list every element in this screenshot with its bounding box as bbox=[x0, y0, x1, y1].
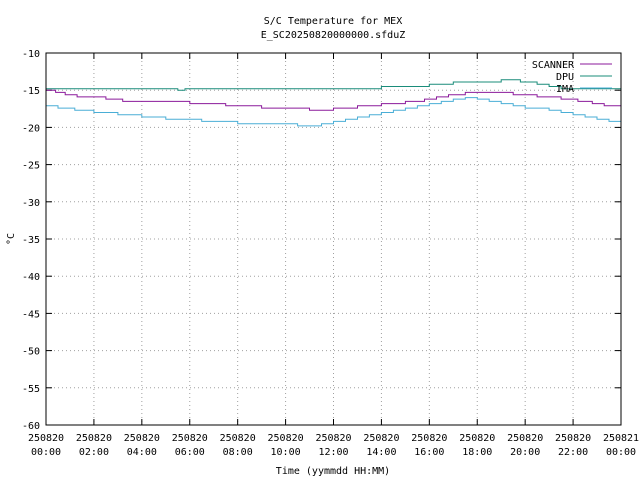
x-tick-label-date: 250820 bbox=[172, 433, 208, 444]
x-tick-label-date: 250820 bbox=[268, 433, 304, 444]
x-tick-label-time: 10:00 bbox=[271, 447, 301, 458]
series-lines bbox=[46, 79, 621, 127]
y-tick-label: -25 bbox=[22, 161, 40, 172]
x-tick-label-time: 02:00 bbox=[79, 447, 109, 458]
x-tick-label-date: 250821 bbox=[603, 433, 639, 444]
y-tick-label: -20 bbox=[22, 123, 40, 134]
x-tick-label-date: 250820 bbox=[411, 433, 447, 444]
y-tick-label: -15 bbox=[22, 86, 40, 97]
x-tick-label-time: 22:00 bbox=[558, 447, 588, 458]
x-tick-label-time: 16:00 bbox=[414, 447, 444, 458]
x-tick-label-date: 250820 bbox=[76, 433, 112, 444]
series-line-dpu bbox=[46, 79, 621, 91]
x-tick-label-date: 250820 bbox=[507, 433, 543, 444]
y-tick-label: -30 bbox=[22, 198, 40, 209]
chart-title: S/C Temperature for MEX bbox=[264, 16, 402, 27]
y-tick-label: -50 bbox=[22, 347, 40, 358]
x-tick-label-date: 250820 bbox=[555, 433, 591, 444]
x-tick-label-date: 250820 bbox=[315, 433, 351, 444]
y-axis-label: °C bbox=[6, 233, 17, 245]
legend-label: SCANNER bbox=[532, 60, 575, 71]
chart-subtitle: E_SC20250820000000.sfduZ bbox=[261, 30, 406, 41]
x-tick-label-date: 250820 bbox=[28, 433, 64, 444]
x-tick-label-time: 20:00 bbox=[510, 447, 540, 458]
x-tick-label-time: 06:00 bbox=[175, 447, 205, 458]
legend-label: DPU bbox=[556, 72, 574, 83]
y-tick-label: -55 bbox=[22, 384, 40, 395]
x-tick-label-time: 00:00 bbox=[606, 447, 636, 458]
y-tick-label: -40 bbox=[22, 272, 40, 283]
y-tick-label: -10 bbox=[22, 49, 40, 60]
x-tick-label-date: 250820 bbox=[124, 433, 160, 444]
x-tick-label-date: 250820 bbox=[220, 433, 256, 444]
x-tick-label-time: 08:00 bbox=[223, 447, 253, 458]
legend-label: IMA bbox=[556, 84, 574, 95]
y-tick-label: -35 bbox=[22, 235, 40, 246]
x-axis-label: Time (yymmdd HH:MM) bbox=[276, 466, 390, 477]
x-tick-label-time: 14:00 bbox=[366, 447, 396, 458]
x-tick-label-time: 00:00 bbox=[31, 447, 61, 458]
x-tick-label-time: 04:00 bbox=[127, 447, 157, 458]
axis-ticks: -10-15-20-25-30-35-40-45-50-55-602508200… bbox=[22, 49, 639, 458]
x-tick-label-time: 18:00 bbox=[462, 447, 492, 458]
y-tick-label: -45 bbox=[22, 309, 40, 320]
x-tick-label-time: 12:00 bbox=[318, 447, 348, 458]
plot-frame bbox=[45, 52, 622, 426]
y-tick-label: -60 bbox=[22, 421, 40, 432]
x-tick-label-date: 250820 bbox=[459, 433, 495, 444]
series-line-scanner bbox=[46, 89, 621, 111]
x-tick-label-date: 250820 bbox=[363, 433, 399, 444]
series-line-ima bbox=[46, 97, 621, 127]
